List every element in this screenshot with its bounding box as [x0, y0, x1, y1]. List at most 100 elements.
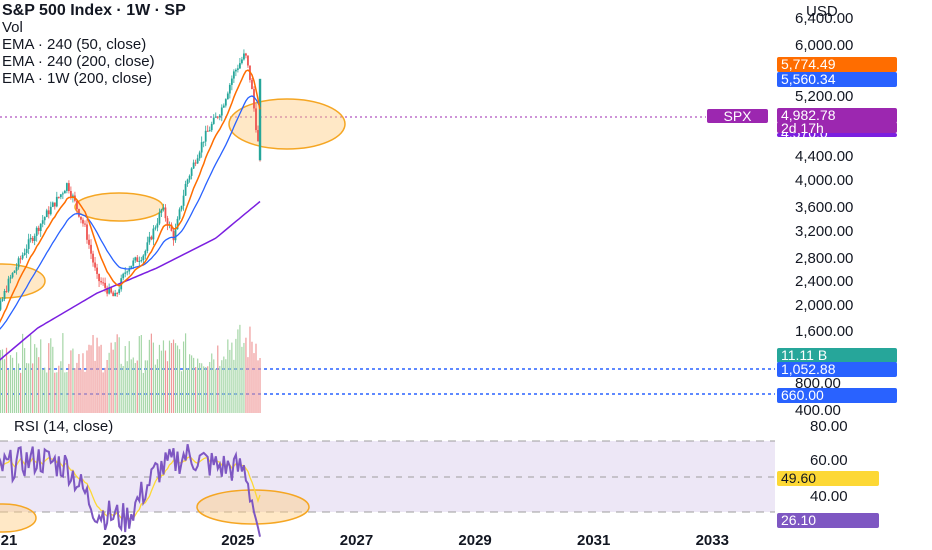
volume-bar	[94, 360, 96, 413]
volume-bar	[211, 353, 213, 413]
volume-bar	[227, 339, 229, 413]
candle-body	[49, 206, 52, 215]
candle-body	[21, 254, 24, 259]
candle-body	[33, 235, 36, 242]
candle-body	[9, 277, 12, 279]
volume-bar	[225, 359, 227, 413]
volume-bar	[195, 367, 197, 413]
volume-bar	[38, 357, 40, 413]
volume-bar	[1, 349, 4, 413]
candle-body	[41, 220, 44, 224]
volume-bar	[156, 359, 159, 413]
candle-body	[214, 116, 217, 118]
volume-bar	[154, 364, 157, 413]
candle-body	[251, 79, 253, 90]
volume-bar	[217, 345, 219, 413]
volume-bar	[180, 371, 183, 413]
volume-bar	[110, 342, 112, 413]
candle-body	[200, 142, 203, 153]
volume-bar	[26, 363, 28, 413]
candle-body	[114, 292, 117, 297]
volume-bar	[74, 368, 76, 413]
candle-body	[224, 99, 227, 106]
candle-body	[106, 287, 109, 294]
volume-bar	[122, 365, 124, 413]
volume-bar	[13, 369, 16, 413]
volume-bar	[243, 342, 245, 413]
ema-legend-2: EMA · 240 (200, close)	[2, 53, 155, 70]
candle-body	[210, 123, 213, 131]
candle-body	[122, 273, 125, 279]
candle-body	[218, 115, 221, 118]
candle-body	[5, 291, 8, 293]
chart-title: S&P 500 Index · 1W · SP	[2, 2, 186, 19]
price-tick-label: 3,200.00	[795, 223, 854, 240]
volume-bar	[160, 350, 163, 413]
candle-body	[55, 196, 58, 207]
price-tick-label: 1,600.00	[795, 323, 854, 340]
volume-bar	[201, 363, 203, 413]
volume-bar	[116, 334, 118, 413]
ema-legend-3: EMA · 1W (200, close)	[2, 70, 153, 87]
candle-body	[174, 229, 177, 241]
volume-bar	[28, 363, 30, 413]
volume-bar	[62, 333, 64, 413]
volume-bar	[215, 368, 217, 413]
volume-bar	[130, 359, 132, 413]
volume-badge: 11.11 B	[777, 348, 897, 363]
vol-level-badge: 660.00	[777, 388, 897, 403]
candle-body	[72, 195, 74, 197]
candle-body	[76, 200, 78, 210]
volume-bar	[86, 350, 88, 413]
symbol-tag[interactable]: SPX	[707, 109, 768, 123]
candle-body	[35, 227, 38, 236]
highlight-ellipse-2025	[228, 98, 346, 150]
volume-bar	[9, 355, 12, 413]
volume-bar	[193, 357, 195, 413]
candle-body	[204, 130, 207, 142]
currency-label[interactable]: USD	[806, 3, 838, 20]
volume-bar	[11, 357, 14, 413]
volume-bar	[112, 349, 114, 413]
candle-body	[243, 53, 245, 60]
volume-bar	[126, 361, 128, 413]
candle-body	[31, 237, 34, 242]
volume-bar	[176, 345, 179, 413]
volume-bar	[100, 344, 102, 413]
volume-bar	[221, 360, 223, 413]
rsi-ma-badge: 49.60	[777, 471, 879, 486]
candle-body	[96, 267, 98, 274]
volume-bar	[148, 339, 150, 413]
volume-bar	[150, 333, 152, 413]
candle-body	[130, 265, 133, 269]
volume-bar	[166, 361, 169, 413]
candle-body	[160, 209, 163, 213]
candle-body	[232, 71, 235, 79]
time-tick-label: 2021	[0, 532, 18, 549]
volume-bar	[162, 340, 165, 413]
rsi-badge: 26.10	[777, 513, 879, 528]
volume-bar	[136, 360, 138, 413]
ema-50-line	[0, 69, 261, 324]
candle-body	[134, 257, 137, 261]
volume-bar	[44, 367, 46, 413]
volume-bar	[34, 344, 36, 413]
volume-bar	[106, 359, 108, 413]
volume-bar	[102, 372, 104, 413]
candle-body	[118, 289, 121, 294]
rsi-tick-label: 60.00	[810, 452, 848, 469]
candle-body	[47, 210, 50, 215]
candle-body	[245, 53, 247, 56]
volume-bar	[98, 346, 100, 413]
volume-bar	[229, 349, 231, 413]
volume-bar	[259, 358, 261, 413]
candle-body	[150, 236, 153, 240]
candle-body	[136, 257, 139, 262]
countdown-badge: 2d 17h	[777, 122, 897, 133]
candle-body	[166, 218, 169, 226]
price-tick-label: 6,000.00	[795, 37, 854, 54]
vol-legend: Vol	[2, 19, 23, 36]
candle-body	[92, 253, 94, 263]
volume-bar	[191, 355, 193, 413]
candle-body	[90, 244, 92, 254]
